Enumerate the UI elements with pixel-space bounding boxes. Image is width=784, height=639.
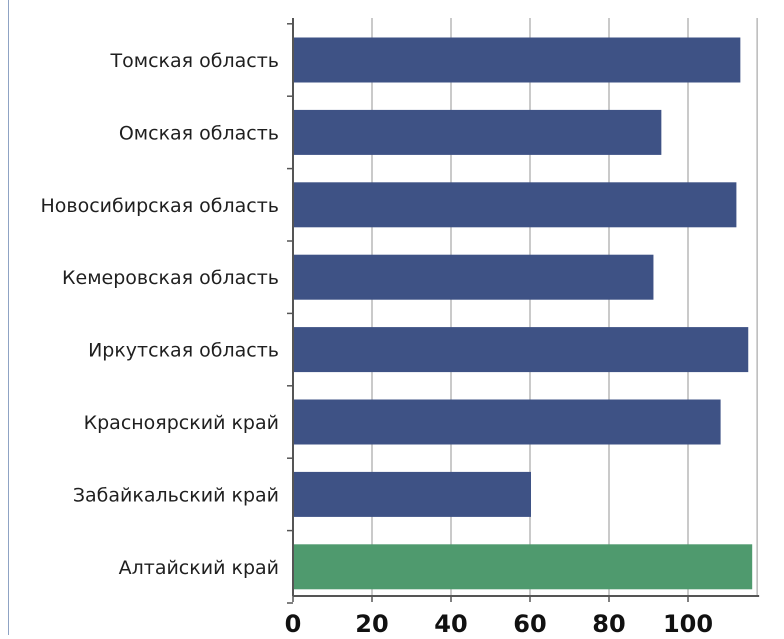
x-tick-label-100: 100 bbox=[663, 610, 713, 635]
category-label-8: Алтайский край bbox=[119, 557, 279, 579]
bar-1 bbox=[294, 37, 741, 83]
x-tick-label-80: 80 bbox=[592, 610, 625, 635]
bar-6 bbox=[294, 399, 721, 445]
category-label-2: Омская область bbox=[119, 122, 279, 144]
category-label-3: Новосибирская область bbox=[40, 195, 279, 217]
bar-4 bbox=[294, 254, 654, 300]
x-tick-label-40: 40 bbox=[434, 610, 467, 635]
bar-5 bbox=[294, 327, 749, 373]
x-tick-labels: 0 20 40 60 80 100 bbox=[285, 610, 713, 638]
category-label-1: Томская область bbox=[110, 50, 279, 72]
x-tick-label-0: 0 bbox=[285, 610, 302, 635]
bar-3 bbox=[294, 182, 737, 228]
category-label-4: Кемеровская область bbox=[62, 267, 279, 289]
category-labels: Томская область Омская область Новосибирск… bbox=[40, 50, 279, 579]
axes bbox=[287, 18, 760, 604]
bar-2 bbox=[294, 109, 662, 155]
bars bbox=[294, 37, 753, 590]
frame-left-border bbox=[8, 0, 9, 635]
x-tick-label-60: 60 bbox=[513, 610, 546, 635]
bar-7 bbox=[294, 471, 531, 517]
x-tick-label-20: 20 bbox=[355, 610, 388, 635]
category-label-5: Иркутская область bbox=[88, 340, 279, 362]
category-label-6: Красноярский край bbox=[84, 412, 279, 434]
bar-8 bbox=[294, 544, 753, 590]
category-label-7: Забайкальский край bbox=[73, 484, 279, 506]
